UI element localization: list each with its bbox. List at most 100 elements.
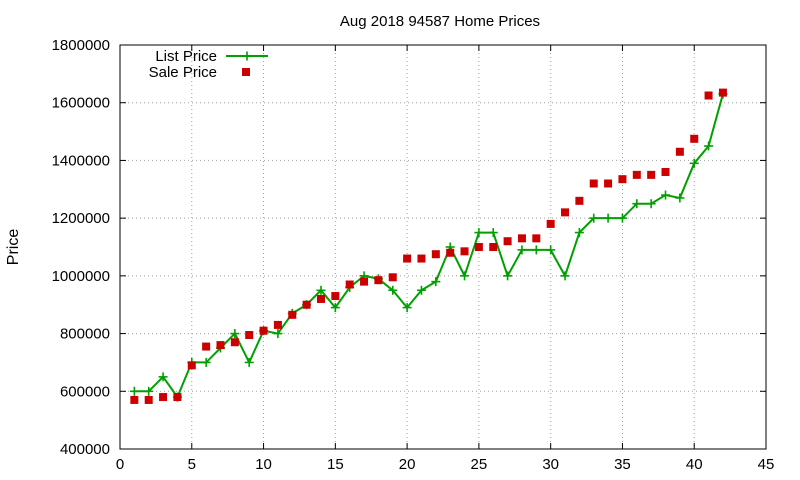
sale-price-point [661, 167, 670, 176]
sale-price-point [302, 300, 311, 309]
sale-price-point [575, 196, 584, 205]
x-tick-label: 5 [188, 456, 196, 473]
grid-lines [120, 45, 766, 449]
sale-price-point [345, 280, 354, 289]
x-tick-label: 0 [116, 456, 124, 473]
sale-price-point [532, 234, 541, 243]
list-price-point [388, 285, 398, 295]
list-price-point [330, 303, 340, 313]
sale-price-point [546, 219, 555, 228]
x-tick-label: 40 [686, 456, 703, 473]
sale-price-point [460, 247, 469, 256]
list-price-point [273, 329, 283, 339]
sale-price-point [704, 91, 713, 100]
x-tick-label: 20 [399, 456, 416, 473]
sale-price-point [690, 134, 699, 143]
list-price-point [560, 271, 570, 281]
sale-price-point [360, 277, 369, 286]
list-price-point [531, 245, 541, 255]
list-price-point [488, 228, 498, 238]
sale-price-point [675, 147, 684, 156]
list-price-point [603, 213, 613, 223]
list-price-point [158, 372, 168, 382]
sale-price-point [230, 338, 239, 347]
sale-price-point [647, 170, 656, 179]
sale-price-point [273, 320, 282, 329]
sale-price-point [173, 393, 182, 402]
sale-price-point [503, 237, 512, 246]
list-price-point [646, 199, 656, 209]
y-tick-label: 1800000 [52, 37, 110, 54]
sale-price-point [604, 179, 613, 188]
sale-price-point [130, 395, 139, 404]
sale-price-point [718, 88, 727, 97]
y-tick-label: 600000 [60, 383, 110, 400]
y-tick-label: 800000 [60, 326, 110, 343]
axes [119, 44, 767, 450]
list-price-line [134, 93, 724, 400]
sale-price-point [159, 393, 168, 402]
sale-price-point [618, 175, 627, 184]
list-price-point [129, 386, 139, 396]
list-price-point [474, 228, 484, 238]
sale-price-point [632, 170, 641, 179]
sale-price-point [474, 243, 483, 251]
list-price-point [661, 190, 671, 200]
y-tick-label: 1200000 [52, 210, 110, 227]
sale-price-point [316, 294, 325, 303]
sale-price-point [489, 243, 498, 251]
plot-frame [119, 44, 767, 450]
sale-price-point [589, 179, 598, 188]
sale-price-point [144, 395, 153, 404]
x-tick-label: 45 [758, 456, 775, 473]
y-axis-title: Price [5, 229, 22, 266]
legend-label-sale-price: Sale Price [149, 64, 217, 81]
sale-price-point [259, 326, 268, 335]
list-price-point [689, 158, 699, 168]
x-tick-label: 30 [542, 456, 559, 473]
y-tick-label: 400000 [60, 441, 110, 458]
list-price-point [546, 245, 556, 255]
list-price-point [316, 285, 326, 295]
sale-price-point [517, 234, 526, 243]
x-tick-label: 35 [614, 456, 631, 473]
legend-marker-list-price [242, 51, 252, 61]
list-price-point [632, 199, 642, 209]
list-price-point [574, 228, 584, 238]
sale-price-point [561, 208, 570, 217]
list-price-point [230, 329, 240, 339]
sale-price-point [388, 273, 397, 282]
series-layer [129, 88, 728, 404]
list-price-series [129, 89, 728, 402]
list-price-point [402, 303, 412, 313]
list-price-point [201, 357, 211, 367]
list-price-point [144, 386, 154, 396]
sale-price-point [187, 361, 196, 370]
chart-title: Aug 2018 94587 Home Prices [340, 13, 540, 30]
sale-price-point [202, 342, 211, 351]
y-tick-label: 1400000 [52, 152, 110, 169]
x-tick-label: 15 [327, 456, 344, 473]
list-price-point [431, 277, 441, 287]
list-price-point [704, 141, 714, 151]
x-tick-label: 25 [471, 456, 488, 473]
legend-label-list-price: List Price [155, 48, 217, 65]
x-tick-label: 10 [255, 456, 272, 473]
list-price-point [617, 213, 627, 223]
legend-marker-sale-price [242, 68, 250, 76]
y-tick-label: 1600000 [52, 95, 110, 112]
list-price-point [244, 357, 254, 367]
list-price-point [589, 213, 599, 223]
sale-price-point [216, 341, 225, 350]
tick-labels: 0 5 10 15 20 25 30 35 40 45 400000 600000 800000 1000… [52, 37, 775, 473]
sale-price-series [130, 88, 727, 404]
sale-price-point [446, 248, 455, 257]
sale-price-point [331, 292, 340, 301]
list-price-point [675, 193, 685, 203]
y-tick-label: 1000000 [52, 268, 110, 285]
sale-price-point [245, 331, 254, 340]
sale-price-point [288, 310, 297, 319]
